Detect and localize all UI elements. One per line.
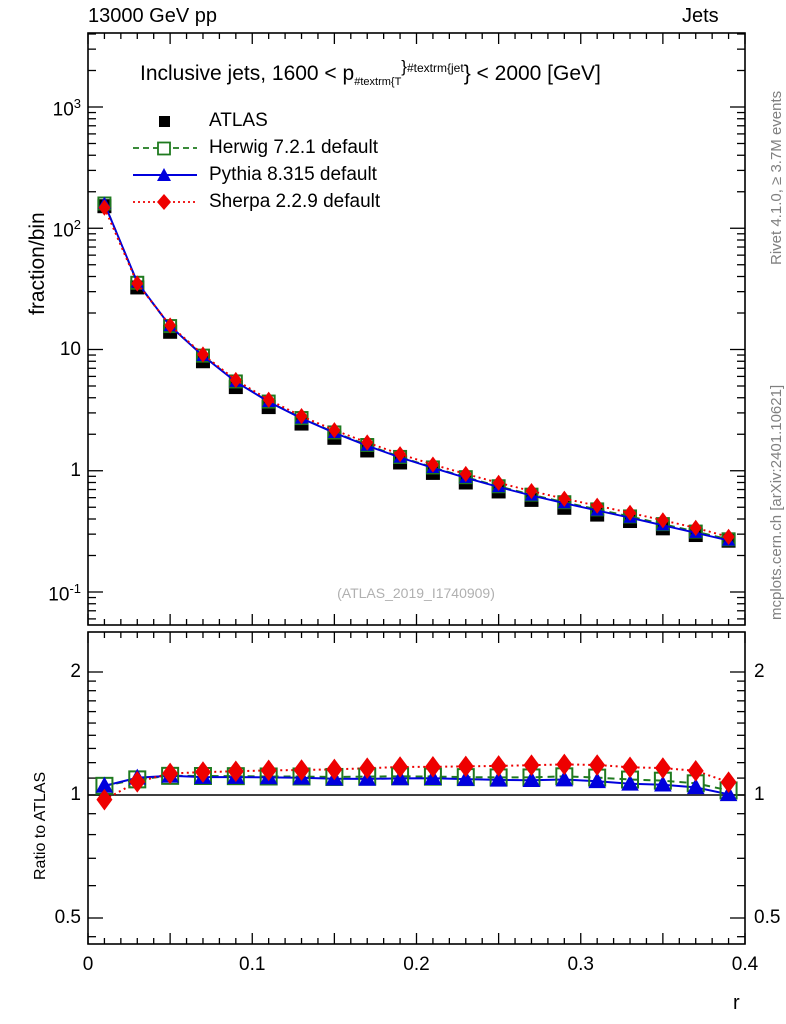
legend-marker-herwig [133,141,197,155]
ratio-panel-frame [87,631,746,945]
x-axis-label: r [733,992,740,1014]
x-tick-1: 0.1 [239,954,266,975]
y-tick-ratio-right-0: 2 [754,661,765,682]
title-prefix: Inclusive jets, 1600 < p [140,62,355,85]
ratio-panel-ticks [87,632,746,944]
header-category: Jets [682,5,719,27]
legend-item-pythia[interactable]: Pythia 8.315 default [131,161,380,188]
ratio-panel-series [95,753,738,811]
legend: ATLAS Herwig 7.2.1 default Pythia 8.315 … [131,107,380,215]
x-tick-3: 0.3 [567,954,594,975]
legend-marker-atlas [159,115,170,127]
y-tick-ratio-left-1: 1 [70,784,81,805]
plot-title: Inclusive jets, 1600 < p#textrm{T}#textr… [140,57,601,88]
legend-label-herwig: Herwig 7.2.1 default [209,136,378,158]
y-tick-ratio-left-0: 2 [70,661,81,682]
dataset-watermark: (ATLAS_2019_I1740909) [337,585,495,601]
legend-marker-sherpa [133,193,197,210]
legend-label-pythia: Pythia 8.315 default [209,163,377,185]
title-mid-brace2: } [463,62,471,85]
y-tick-main-1: 102 [52,217,81,242]
legend-marker-pythia [133,167,197,181]
y-tick-main-3: 1 [70,459,81,481]
x-tick-4: 0.4 [731,954,759,975]
x-tick-2: 0.2 [403,954,430,975]
y-tick-main-4: 10-1 [48,581,81,606]
title-suffix: < 2000 [GeV] [470,62,601,85]
y-tick-ratio-left-2: 0.5 [54,907,81,928]
legend-item-atlas[interactable]: ATLAS [131,107,380,134]
main-panel-series [97,196,736,548]
legend-item-herwig[interactable]: Herwig 7.2.1 default [131,134,380,161]
title-sup-jet: #textrm{jet [406,61,464,75]
title-sub-t: #textrm{T [354,76,402,89]
header-beam: 13000 GeV pp [88,5,217,27]
y-tick-ratio-right-1: 1 [754,784,765,805]
y-tick-ratio-right-2: 0.5 [754,907,781,928]
title-mid-brace: } [401,57,407,76]
x-tick-0: 0 [82,954,94,975]
legend-label-atlas: ATLAS [209,109,268,131]
legend-label-sherpa: Sherpa 2.2.9 default [209,190,381,212]
main-panel-ticks [87,33,746,625]
y-tick-main-0: 103 [52,96,81,121]
y-tick-main-2: 10 [59,338,81,360]
legend-item-sherpa[interactable]: Sherpa 2.2.9 default [131,188,380,215]
